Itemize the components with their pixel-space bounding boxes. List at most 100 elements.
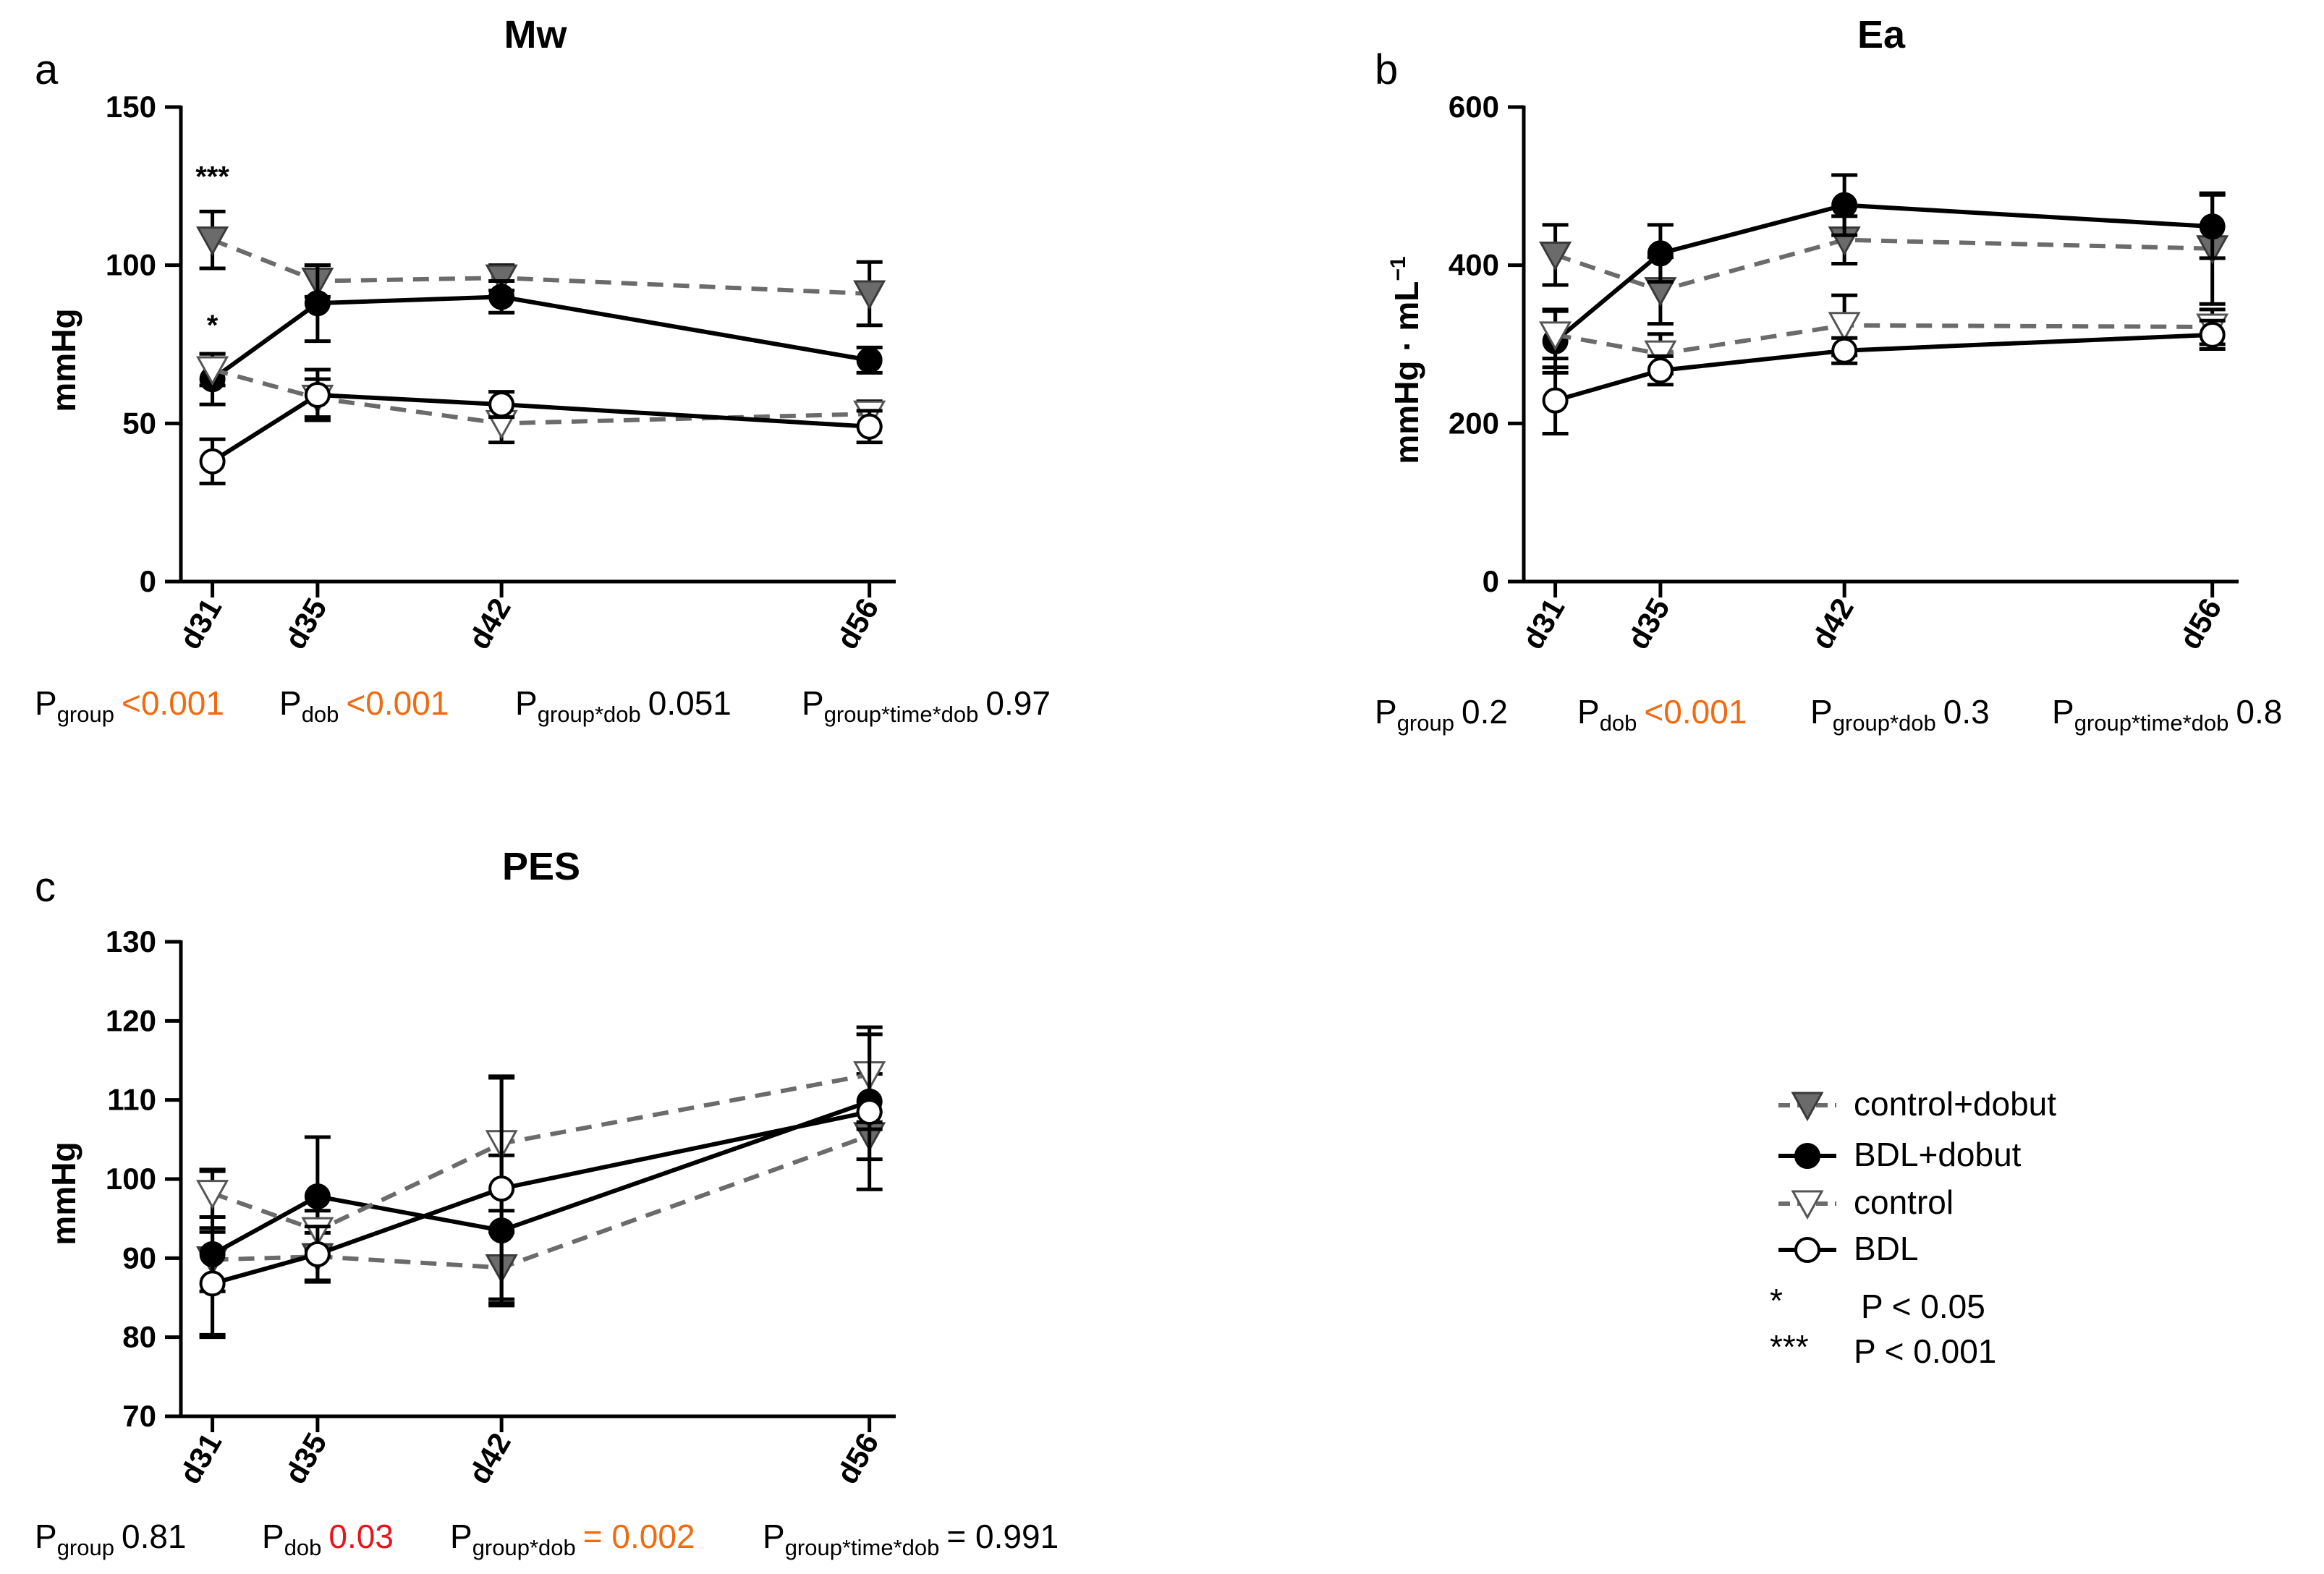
stat-label: P	[279, 684, 302, 722]
data-point-bdl-dobut	[1831, 192, 1858, 218]
stat-sub: dob	[302, 702, 339, 727]
y-tick-label: 130	[106, 924, 156, 958]
stat-sub: group*time*dob	[785, 1535, 940, 1560]
data-point-bdl-dobut	[2199, 213, 2226, 240]
x-tick-label: d56	[830, 1427, 886, 1489]
x-tick-label: d35	[1621, 592, 1676, 655]
stat-label: P	[1577, 693, 1600, 731]
x-tick-label: d31	[172, 592, 228, 655]
y-tick-label: 80	[122, 1320, 156, 1354]
stat-value-group-dob: 0.051	[648, 684, 731, 722]
y-tick-label: 150	[106, 90, 156, 124]
y-tick-label: 70	[122, 1399, 156, 1433]
x-tick-label: d56	[830, 592, 886, 655]
series-bdl	[1542, 318, 2226, 436]
legend: control+dobut BDL+dobut control BDL * P …	[1770, 1085, 2056, 1370]
legend-sig-symbol-2: ***	[1770, 1328, 1809, 1366]
stat-label: P	[1375, 693, 1397, 731]
data-point-control	[1828, 312, 1861, 341]
series-control-dobut	[1539, 191, 2229, 326]
y-axis-label-mw: mmHg	[45, 308, 82, 412]
series-control-dobut	[196, 209, 886, 328]
stat-sub: group*dob	[472, 1535, 576, 1560]
series-line-control-dobut	[212, 1133, 870, 1270]
legend-marker-bdl-dobut	[1794, 1143, 1820, 1169]
x-tick-label: d31	[172, 1427, 228, 1489]
series-bdl-dobut	[199, 263, 883, 407]
stat-label: P	[1810, 693, 1833, 731]
stat-sub: group*dob	[538, 702, 641, 727]
stat-label: P	[35, 684, 57, 722]
x-tick-label: d42	[462, 1427, 517, 1489]
stat-value-group-time-dob: 0.8	[2236, 693, 2282, 731]
data-point-bdl	[1831, 337, 1858, 364]
panel-letter-a: a	[35, 46, 59, 93]
series-line-bdl	[211, 392, 870, 464]
x-tick-label: d42	[462, 592, 517, 655]
plot-area-pes: 70 80 90 100 110 120 130 d31 d35 d42 d56	[106, 924, 896, 1489]
legend-label-control: control	[1854, 1183, 1954, 1221]
stat-value-group-time-dob: 0.97	[985, 684, 1051, 722]
series-line-bdl-dobut	[211, 1099, 870, 1256]
series-control	[196, 352, 886, 445]
y-tick-label: 110	[107, 1083, 156, 1117]
legend-sig-symbol-1: *	[1770, 1282, 1783, 1319]
stat-sub: group*dob	[1833, 710, 1936, 736]
data-point-bdl	[856, 1099, 883, 1126]
data-point-bdl	[199, 1270, 226, 1297]
y-tick-label: 0	[140, 564, 156, 598]
plot-area-ea: 0 200 400 600 d31 d35 d42 d56	[1449, 90, 2239, 655]
chart-title-mw: Mw	[504, 13, 568, 56]
data-point-bdl	[199, 448, 226, 475]
series-bdl	[199, 1032, 883, 1337]
x-tick-label: d35	[278, 1427, 334, 1489]
stats-line-a: Pgroup <0.001 Pdob <0.001 Pgroup*dob 0.051 …	[35, 684, 1051, 727]
data-point-bdl	[1647, 357, 1674, 384]
data-point-control	[196, 1180, 229, 1209]
panel-letter-c: c	[35, 864, 56, 911]
data-point-bdl	[488, 391, 515, 418]
y-tick-label: 600	[1449, 90, 1499, 124]
stat-label: P	[763, 1518, 785, 1555]
stat-label: P	[2052, 693, 2074, 731]
stat-value-dob: <0.001	[346, 684, 449, 722]
stat-label: P	[35, 1518, 57, 1555]
y-tick-label: 100	[106, 248, 156, 282]
series-line-control-dobut	[211, 237, 870, 297]
data-point-bdl	[488, 1175, 515, 1202]
y-tick-label: 50	[122, 406, 156, 440]
stat-label: P	[450, 1518, 472, 1555]
data-point-bdl	[1542, 387, 1569, 414]
series-line-bdl-dobut	[211, 294, 870, 381]
data-point-bdl	[856, 413, 883, 440]
legend-marker-control-dobut	[1791, 1092, 1824, 1122]
panel-letter-b: b	[1375, 46, 1398, 93]
chart-title-pes: PES	[502, 845, 580, 888]
y-tick-label: 120	[106, 1003, 156, 1037]
stats-line-c: Pgroup 0.81 Pdob 0.03 Pgroup*dob = 0.002 Pg…	[35, 1518, 1059, 1560]
data-point-bdl-dobut	[304, 290, 331, 317]
data-point-bdl	[304, 381, 331, 408]
panel-b-ea: b Ea mmHg · mL−1	[1375, 13, 1906, 464]
data-point-bdl-dobut	[488, 284, 515, 310]
legend-marker-control	[1791, 1190, 1824, 1220]
y-tick-label: 100	[106, 1162, 156, 1196]
stat-sub: group*time*dob	[2074, 710, 2229, 736]
x-tick-label: d42	[1805, 592, 1860, 655]
y-tick-label: 200	[1449, 406, 1499, 440]
x-tick-label: d35	[278, 592, 334, 655]
significance-annotation: ***	[195, 161, 229, 192]
stat-label: P	[802, 684, 824, 722]
y-tick-label: 400	[1449, 248, 1499, 282]
stat-label: P	[515, 684, 538, 722]
series-line-bdl-dobut	[1553, 203, 2213, 343]
stat-sub: dob	[1600, 710, 1637, 736]
stat-value-group-dob: 0.3	[1943, 693, 1990, 731]
y-tick-label: 0	[1483, 564, 1499, 598]
series-bdl	[199, 367, 883, 485]
stat-value-group-time-dob: = 0.991	[946, 1518, 1059, 1555]
y-axis-label-ea-main: mmHg · mL	[1388, 281, 1425, 464]
data-point-bdl	[2199, 321, 2226, 348]
chart-title-ea: Ea	[1857, 13, 1906, 56]
